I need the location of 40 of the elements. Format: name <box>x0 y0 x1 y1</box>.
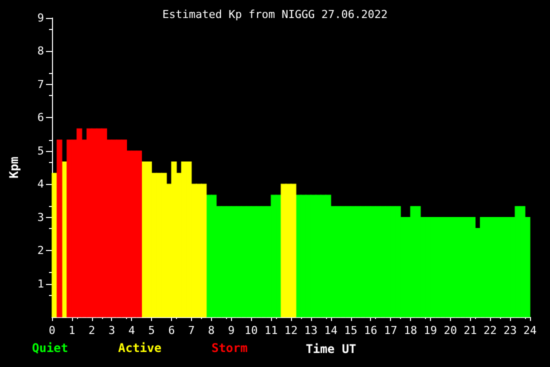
text: Quiet <box>32 341 68 355</box>
x-tick-label: 15 <box>344 324 358 337</box>
x-tick-label: 4 <box>128 324 136 337</box>
x-tick-label: 16 <box>364 324 378 337</box>
x-tick-label: 3 <box>108 324 116 337</box>
x-tick-label: 20 <box>444 324 457 337</box>
y-tick-label: 5 <box>37 144 44 158</box>
series-label: Active <box>118 341 162 355</box>
x-tick-label: 8 <box>208 324 215 337</box>
x-tick-label: 22 <box>484 324 497 337</box>
y-tick-label: 9 <box>37 12 44 24</box>
x-tick-label: 2 <box>88 324 96 337</box>
y-tick-label: 2 <box>37 244 44 258</box>
y-tick-label: 7 <box>37 78 44 91</box>
x-tick-label: 1 <box>68 324 76 337</box>
x-tick-label: 17 <box>384 324 398 337</box>
x-tick-label: 0 <box>48 324 56 337</box>
x-tick-label: 13 <box>304 324 318 337</box>
y-tick-label: 6 <box>37 111 44 124</box>
y-tick-label: 1 <box>37 277 44 290</box>
x-tick-label: 5 <box>148 324 155 337</box>
x-tick-label: 24 <box>523 324 537 337</box>
x-tick-label: 19 <box>424 324 438 337</box>
x-tick-label: 21 <box>464 324 477 337</box>
y-tick-label: 4 <box>37 178 44 191</box>
chart-title: Estimated Kp from NIGGG 27.06.2022 <box>162 8 388 21</box>
x-axis-title: Time UT <box>306 342 356 356</box>
x-tick-label: 23 <box>503 324 517 337</box>
x-tick-label: 9 <box>228 324 235 337</box>
text: Storm <box>211 341 248 355</box>
y-tick-label: 8 <box>37 44 44 58</box>
x-tick-label: 10 <box>244 324 258 337</box>
x-tick-label: 14 <box>324 324 338 337</box>
x-tick-label: 18 <box>404 324 418 337</box>
x-tick-label: 12 <box>284 324 298 337</box>
x-tick-label: 7 <box>188 324 195 337</box>
x-tick-label: 6 <box>168 324 175 337</box>
x-tick-label: 11 <box>264 324 278 337</box>
y-axis-title: Kpm <box>7 156 21 178</box>
y-tick-label: 3 <box>37 210 44 224</box>
